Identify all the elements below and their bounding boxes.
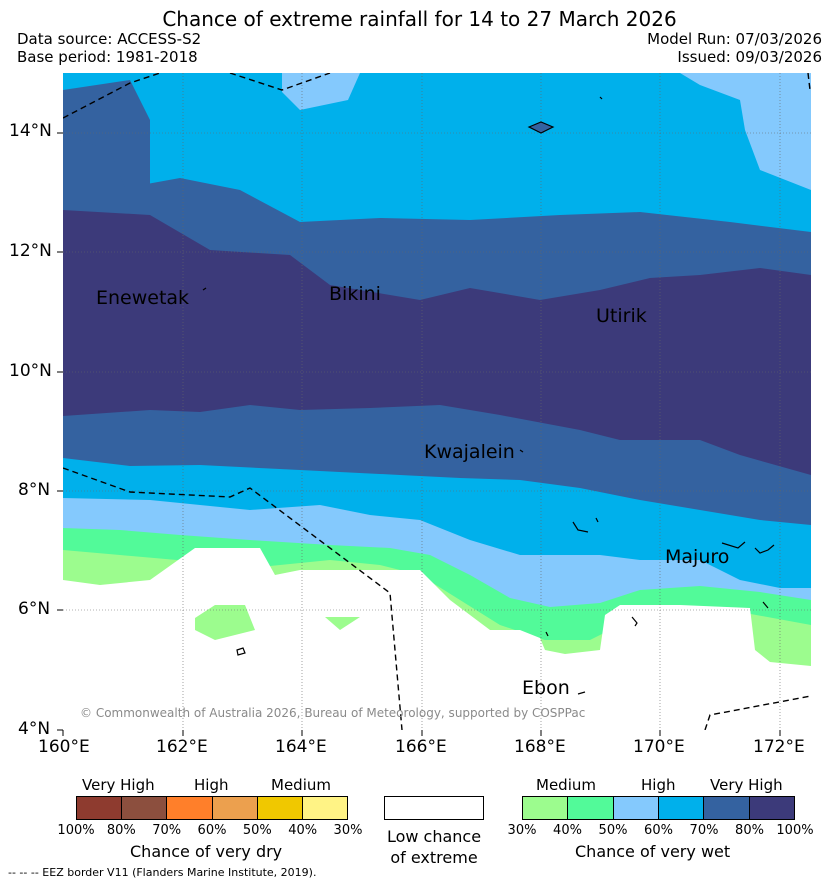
patch-30-40-b <box>325 617 360 630</box>
place-bikini: Bikini <box>329 283 381 305</box>
model-run-label: Model Run: 07/03/2026 <box>647 30 822 48</box>
wet-tick-label: 50% <box>598 823 628 838</box>
lon-label-170e: 170°E <box>633 737 685 757</box>
axis-ticks <box>57 132 781 736</box>
wet-cat-medium: Medium <box>536 776 596 794</box>
wet-cat-very-high: Very High <box>710 776 783 794</box>
dry-colorbar-segment <box>301 797 348 819</box>
lat-label-6n: 6°N <box>18 599 51 619</box>
wet-colorbar-segment <box>567 797 613 819</box>
wet-tick-label: 70% <box>689 823 719 838</box>
place-utirik: Utirik <box>596 305 647 327</box>
lon-label-166e: 166°E <box>395 737 447 757</box>
wet-tick-label: 100% <box>776 823 814 838</box>
wet-colorbar-segment <box>703 797 749 819</box>
wet-tick-label: 60% <box>644 823 673 838</box>
probability-bands <box>63 73 811 730</box>
place-ebon: Ebon <box>522 677 570 699</box>
wet-tick-label: 30% <box>507 823 537 838</box>
dry-tick-label: 60% <box>197 823 227 838</box>
eez-footnote: -- -- -- EEZ border V11 (Flanders Marine… <box>8 866 317 879</box>
place-enewetak: Enewetak <box>96 287 190 309</box>
patch-30-40-a <box>195 605 255 640</box>
dry-cat-high: High <box>194 776 229 794</box>
lat-label-8n: 8°N <box>18 480 51 500</box>
lat-label-14n: 14°N <box>9 121 52 141</box>
dry-ticks: 100% 80% 70% 60% 50% 40% 30% <box>57 823 362 839</box>
dry-tick-label: 80% <box>106 823 136 838</box>
band-60-70-top <box>63 73 811 232</box>
lon-label-164e: 164°E <box>275 737 327 757</box>
band-50-60-top-right <box>680 73 811 190</box>
place-majuro: Majuro <box>665 546 730 568</box>
copyright-notice: © Commonwealth of Australia 2026, Bureau… <box>80 706 586 720</box>
dry-tick-label: 30% <box>333 823 363 838</box>
data-source-label: Data source: ACCESS-S2 <box>17 30 202 48</box>
lon-label-162e: 162°E <box>156 737 208 757</box>
neutral-region <box>63 548 811 730</box>
neutral-swatch <box>384 796 484 820</box>
dry-tick-label: 50% <box>242 823 272 838</box>
wet-cat-high: High <box>641 776 676 794</box>
dry-colorbar-segment <box>166 797 212 819</box>
lat-label-10n: 10°N <box>9 361 52 381</box>
band-80-100 <box>63 210 811 475</box>
band-50-60-top-mid <box>282 73 360 110</box>
dry-cat-medium: Medium <box>271 776 331 794</box>
wet-colorbar-segment <box>612 797 658 819</box>
chart-title: Chance of extreme rainfall for 14 to 27 … <box>162 7 677 31</box>
wet-colorbar <box>522 796 795 820</box>
dry-tick-label: 40% <box>288 823 318 838</box>
lon-label-168e: 168°E <box>514 737 566 757</box>
wet-tick-label: 40% <box>553 823 582 838</box>
lon-label-160e: 160°E <box>38 737 90 757</box>
wet-colorbar-segment <box>523 797 568 819</box>
dry-colorbar-segment <box>121 797 167 819</box>
wet-colorbar-segment <box>657 797 704 819</box>
wet-ticks: 30% 40% 50% 60% 70% 80% 100% <box>508 823 814 839</box>
wet-colorbar-segment <box>748 797 794 819</box>
dry-legend-title: Chance of very dry <box>130 842 283 861</box>
base-period-label: Base period: 1981-2018 <box>17 48 198 66</box>
wet-legend-title: Chance of very wet <box>575 842 731 861</box>
dry-colorbar-segment <box>77 797 122 819</box>
lon-label-172e: 172°E <box>753 737 805 757</box>
dry-colorbar-segment <box>256 797 302 819</box>
place-kwajalein: Kwajalein <box>424 441 515 463</box>
dry-cat-very-high: Very High <box>82 776 155 794</box>
neutral-label-line1: Low chance <box>386 827 482 846</box>
atolls <box>202 96 775 695</box>
issued-label: Issued: 09/03/2026 <box>677 48 822 66</box>
dry-tick-label: 70% <box>152 823 182 838</box>
band-70-80-upper-left <box>63 80 150 190</box>
dry-tick-label: 100% <box>57 823 95 838</box>
lat-label-4n: 4°N <box>18 719 51 739</box>
wet-tick-label: 80% <box>735 823 764 838</box>
neutral-label-line2: of extreme <box>390 848 478 867</box>
dry-colorbar-segment <box>211 797 257 819</box>
lat-label-12n: 12°N <box>9 241 52 261</box>
dry-colorbar <box>76 796 348 820</box>
eez-border <box>63 73 811 730</box>
